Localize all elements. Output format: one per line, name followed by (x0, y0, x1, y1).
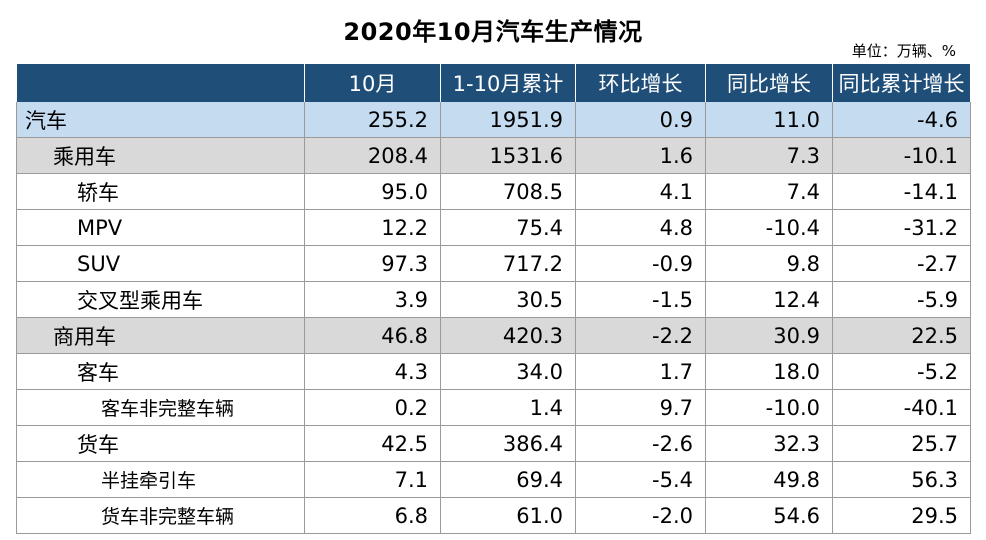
unit-note: 单位：万辆、% (851, 42, 956, 60)
header-cell: 同比累计增长 (832, 64, 971, 102)
row-label: 货车非完整车辆 (16, 497, 305, 534)
header-cell: 同比增长 (705, 64, 833, 102)
row-value: 42.5 (304, 425, 441, 462)
row-label: MPV (16, 209, 305, 246)
row-value: -2.0 (575, 497, 706, 534)
row-value: 4.8 (575, 209, 706, 246)
row-value: -14.1 (832, 173, 971, 210)
row-value: 97.3 (304, 245, 441, 282)
row-value: 56.3 (832, 461, 971, 498)
row-value: 7.4 (705, 173, 833, 210)
table-body: 汽车 255.2 1951.9 0.9 11.0 -4.6 乘用车 208.4 1531.6 1.… (16, 102, 971, 534)
row-label: 客车非完整车辆 (16, 389, 305, 426)
header-cell: 1-10月累计 (440, 64, 576, 102)
row-value: 69.4 (440, 461, 576, 498)
row-value: 1.4 (440, 389, 576, 426)
header-cell: 10月 (304, 64, 441, 102)
row-value: 49.8 (705, 461, 833, 498)
row-value: 46.8 (304, 317, 441, 354)
table-row: 乘用车 208.4 1531.6 1.6 7.3 -10.1 (16, 137, 971, 174)
row-value: 6.8 (304, 497, 441, 534)
row-value: -2.2 (575, 317, 706, 354)
row-value: -0.9 (575, 245, 706, 282)
row-value: 1.7 (575, 353, 706, 390)
production-table: 10月 1-10月累计 环比增长 同比增长 同比累计增长 汽车 255.2 1951.9 0.… (16, 64, 971, 534)
row-value: 7.3 (705, 137, 833, 174)
row-label: 交叉型乘用车 (16, 281, 305, 318)
row-value: 9.7 (575, 389, 706, 426)
row-value: -10.0 (705, 389, 833, 426)
page-title: 2020年10月汽车生产情况 (343, 18, 643, 46)
row-value: -4.6 (832, 102, 971, 138)
row-value: 54.6 (705, 497, 833, 534)
row-value: 1951.9 (440, 102, 576, 138)
row-value: 12.4 (705, 281, 833, 318)
row-value: 708.5 (440, 173, 576, 210)
row-value: -2.6 (575, 425, 706, 462)
row-value: 7.1 (304, 461, 441, 498)
table-row: MPV 12.2 75.4 4.8 -10.4 -31.2 (16, 209, 971, 246)
row-label: 汽车 (16, 102, 305, 138)
row-value: 255.2 (304, 102, 441, 138)
header-cell: 环比增长 (575, 64, 706, 102)
row-label: 半挂牵引车 (16, 461, 305, 498)
row-value: 25.7 (832, 425, 971, 462)
row-value: -10.1 (832, 137, 971, 174)
row-value: 11.0 (705, 102, 833, 138)
row-value: -10.4 (705, 209, 833, 246)
row-label: SUV (16, 245, 305, 282)
row-label: 轿车 (16, 173, 305, 210)
row-value: 3.9 (304, 281, 441, 318)
row-label: 商用车 (16, 317, 305, 354)
row-label: 货车 (16, 425, 305, 462)
row-value: 12.2 (304, 209, 441, 246)
table-row: 货车非完整车辆 6.8 61.0 -2.0 54.6 29.5 (16, 497, 971, 534)
row-value: 0.9 (575, 102, 706, 138)
row-value: 34.0 (440, 353, 576, 390)
header-cell-category (16, 64, 305, 102)
row-value: 386.4 (440, 425, 576, 462)
table-row: 客车非完整车辆 0.2 1.4 9.7 -10.0 -40.1 (16, 389, 971, 426)
row-value: 208.4 (304, 137, 441, 174)
row-value: 75.4 (440, 209, 576, 246)
row-value: -2.7 (832, 245, 971, 282)
row-value: 95.0 (304, 173, 441, 210)
table-row: 轿车 95.0 708.5 4.1 7.4 -14.1 (16, 173, 971, 210)
row-value: 717.2 (440, 245, 576, 282)
table-row: 客车 4.3 34.0 1.7 18.0 -5.2 (16, 353, 971, 390)
row-value: 9.8 (705, 245, 833, 282)
row-value: 1531.6 (440, 137, 576, 174)
row-value: 0.2 (304, 389, 441, 426)
table-row: 货车 42.5 386.4 -2.6 32.3 25.7 (16, 425, 971, 462)
row-label: 乘用车 (16, 137, 305, 174)
row-value: 30.9 (705, 317, 833, 354)
row-value: 4.3 (304, 353, 441, 390)
row-value: -5.9 (832, 281, 971, 318)
row-value: 1.6 (575, 137, 706, 174)
row-value: -40.1 (832, 389, 971, 426)
row-value: 420.3 (440, 317, 576, 354)
row-value: 30.5 (440, 281, 576, 318)
header-row: 10月 1-10月累计 环比增长 同比增长 同比累计增长 (16, 64, 971, 102)
row-value: -5.2 (832, 353, 971, 390)
table-row: 汽车 255.2 1951.9 0.9 11.0 -4.6 (16, 102, 971, 138)
row-value: 18.0 (705, 353, 833, 390)
row-value: 32.3 (705, 425, 833, 462)
table-row: 商用车 46.8 420.3 -2.2 30.9 22.5 (16, 317, 971, 354)
row-value: 22.5 (832, 317, 971, 354)
row-value: 4.1 (575, 173, 706, 210)
table-row: 交叉型乘用车 3.9 30.5 -1.5 12.4 -5.9 (16, 281, 971, 318)
table-row: 半挂牵引车 7.1 69.4 -5.4 49.8 56.3 (16, 461, 971, 498)
table-row: SUV 97.3 717.2 -0.9 9.8 -2.7 (16, 245, 971, 282)
row-label: 客车 (16, 353, 305, 390)
row-value: 29.5 (832, 497, 971, 534)
row-value: -31.2 (832, 209, 971, 246)
row-value: -5.4 (575, 461, 706, 498)
row-value: 61.0 (440, 497, 576, 534)
row-value: -1.5 (575, 281, 706, 318)
